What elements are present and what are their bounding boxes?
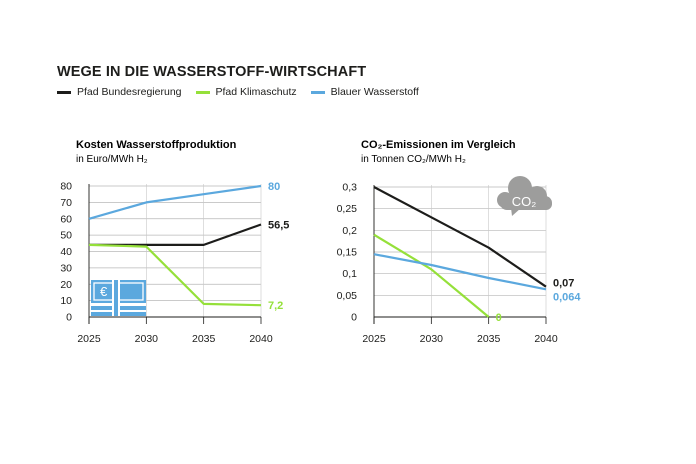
co2-data-label-blauer-wasserstoff: 0,064 [553, 291, 581, 303]
co2-ytick-label: 0,05 [337, 290, 358, 302]
co2-xtick-label: 2025 [362, 333, 386, 345]
cost-ytick-label: 60 [60, 213, 72, 225]
co2-xtick-label: 2030 [420, 333, 444, 345]
co2-xtick-label: 2035 [477, 333, 501, 345]
cost-xtick-label: 2030 [135, 333, 159, 345]
co2-ytick-label: 0,3 [342, 182, 357, 194]
legend-swatch-klimaschutz [195, 90, 210, 94]
cost-xtick-label: 2040 [249, 333, 273, 345]
co2-data-label-pfad-klimaschutz: 0 [496, 312, 502, 324]
cost-ytick-label: 10 [60, 295, 72, 307]
svg-text:€: € [100, 284, 108, 299]
euro-banknotes-icon: € [91, 280, 146, 316]
cost-data-label-blauer-wasserstoff: 80 [268, 181, 280, 193]
co2-ytick-label: 0 [351, 312, 357, 324]
legend-swatch-blauer-wasserstoff [310, 90, 325, 94]
cost-data-label-pfad-bundesregierung: 56,5 [268, 219, 289, 231]
co2-series-line-blauer-wasserstoff [373, 253, 547, 291]
legend-label-blauer-wasserstoff: Blauer Wasserstoff [330, 86, 419, 98]
co2-ytick-label: 0,1 [342, 268, 357, 280]
cost-ytick-label: 40 [60, 246, 72, 258]
co2-ytick-label: 0,2 [342, 225, 357, 237]
co2-cloud-label: CO₂ [512, 194, 537, 209]
legend-label-bundesregierung: Pfad Bundesregierung [77, 86, 182, 98]
cost-data-label-pfad-klimaschutz: 7,2 [268, 300, 283, 312]
cost-series-line-pfad-klimaschutz [88, 243, 262, 307]
cost-chart-title: Kosten Wasserstoffproduktion [76, 139, 237, 151]
cost-xtick-label: 2025 [77, 333, 101, 345]
main-title: WEGE IN DIE WASSERSTOFF-WIRTSCHAFT [57, 64, 367, 80]
cost-xtick-label: 2035 [192, 333, 216, 345]
cost-ytick-label: 70 [60, 197, 72, 209]
legend: Pfad Bundesregierung Pfad Klimaschutz Bl… [57, 86, 419, 98]
legend-item-klimaschutz: Pfad Klimaschutz [195, 86, 297, 98]
co2-xtick-label: 2040 [534, 333, 558, 345]
co2-data-label-pfad-bundesregierung: 0,07 [553, 278, 574, 290]
co2-ytick-label: 0,15 [337, 247, 358, 259]
co2-series-line-pfad-klimaschutz [373, 233, 490, 318]
legend-item-bundesregierung: Pfad Bundesregierung [57, 86, 182, 98]
cost-ytick-label: 80 [60, 181, 72, 193]
co2-ytick-label: 0,25 [337, 203, 358, 215]
cost-ytick-label: 50 [60, 230, 72, 242]
cost-series-line-blauer-wasserstoff [88, 184, 262, 220]
legend-label-klimaschutz: Pfad Klimaschutz [215, 86, 297, 98]
legend-item-blauer-wasserstoff: Blauer Wasserstoff [310, 86, 419, 98]
co2-cloud-icon [497, 176, 552, 216]
co2-chart-title: CO₂-Emissionen im Vergleich [361, 139, 516, 151]
cost-series-line-pfad-bundesregierung [89, 223, 262, 246]
cost-chart-subtitle: in Euro/MWh H₂ [76, 154, 148, 165]
co2-series-line-pfad-bundesregierung [373, 186, 547, 288]
cost-ytick-label: 20 [60, 279, 72, 291]
cost-ytick-label: 30 [60, 262, 72, 274]
legend-swatch-bundesregierung [57, 90, 71, 94]
co2-chart-subtitle: in Tonnen CO₂/MWh H₂ [361, 154, 466, 165]
cost-ytick-label: 0 [66, 312, 72, 324]
